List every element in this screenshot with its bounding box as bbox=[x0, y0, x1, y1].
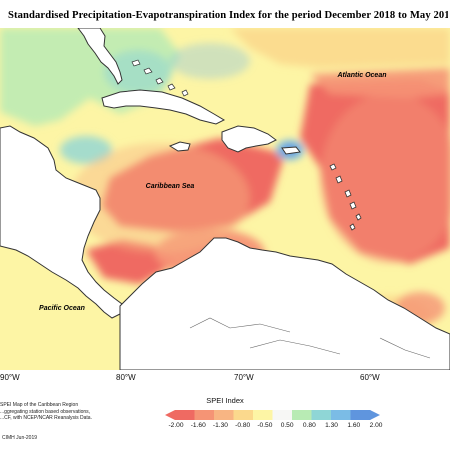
legend-swatch bbox=[194, 410, 215, 420]
hispaniola bbox=[221, 125, 277, 153]
legend-swatch bbox=[233, 410, 254, 420]
tick-90w: 90°W bbox=[0, 373, 20, 382]
legend-label: -0.80 bbox=[235, 422, 251, 429]
legend: SPEI Index -2.00 -1.60 -1.30 -0.80 -0.50 0.50… bbox=[0, 396, 450, 436]
spei-fields bbox=[0, 28, 450, 340]
puerto-rico bbox=[281, 146, 301, 155]
central-america bbox=[0, 125, 123, 319]
bahamas bbox=[131, 59, 189, 97]
legend-swatch bbox=[253, 410, 273, 420]
map-notes: SPEI Map of the Caribbean Region ...ggre… bbox=[0, 402, 120, 422]
credit-text: CIMH Jun-2019 bbox=[2, 435, 38, 441]
south-america bbox=[119, 237, 450, 371]
legend-label: -0.50 bbox=[257, 422, 273, 429]
legend-label: 1.60 bbox=[347, 422, 361, 429]
legend-swatch bbox=[350, 410, 371, 420]
land bbox=[0, 27, 450, 371]
map-title: Standardised Precipitation-Evapotranspir… bbox=[8, 10, 448, 21]
legend-swatch bbox=[311, 410, 332, 420]
legend-swatch bbox=[331, 410, 351, 420]
legend-label: 0.50 bbox=[280, 422, 294, 429]
note-line-3: ...CF, with NCEP/NCAR Reanalysis Data. bbox=[0, 415, 92, 422]
legend-title: SPEI Index bbox=[206, 396, 244, 405]
legend-label: 0.80 bbox=[302, 422, 316, 429]
legend-arrow-left bbox=[165, 410, 175, 420]
note-line-1: SPEI Map of the Caribbean Region bbox=[0, 402, 79, 408]
rivers bbox=[189, 317, 431, 359]
legend-swatch bbox=[292, 410, 312, 420]
legend-label: -2.00 bbox=[168, 422, 184, 429]
cuba bbox=[101, 89, 226, 125]
legend-swatch bbox=[272, 410, 293, 420]
spei-map-svg: Atlantic Ocean Caribbean Sea Pacific Oce… bbox=[0, 27, 450, 371]
pacific-ocean-label: Pacific Ocean bbox=[39, 305, 85, 312]
legend-labels: -2.00 -1.60 -1.30 -0.80 -0.50 0.50 0.80 1.30 1.6… bbox=[168, 422, 382, 432]
legend-swatch bbox=[214, 410, 234, 420]
spei-map: Atlantic Ocean Caribbean Sea Pacific Oce… bbox=[0, 27, 450, 371]
lesser-antilles bbox=[329, 163, 362, 231]
tick-60w: 60°W bbox=[360, 373, 380, 382]
legend-arrow-right bbox=[370, 410, 380, 420]
note-line-2: ...ggregating station based observations… bbox=[0, 408, 91, 415]
legend-label: -1.60 bbox=[190, 422, 206, 429]
legend-label: -1.30 bbox=[212, 422, 228, 429]
legend-label: 1.30 bbox=[325, 422, 338, 429]
legend-colorbar bbox=[165, 410, 380, 420]
tick-70w: 70°W bbox=[234, 373, 254, 382]
tick-80w: 80°W bbox=[116, 373, 136, 382]
florida bbox=[77, 27, 123, 85]
atlantic-ocean-label: Atlantic Ocean bbox=[336, 72, 386, 79]
legend-swatch bbox=[175, 410, 195, 420]
longitude-axis: 90°W 80°W 70°W 60°W bbox=[0, 370, 450, 386]
caribbean-sea-label: Caribbean Sea bbox=[146, 183, 195, 190]
jamaica bbox=[168, 141, 191, 152]
legend-label: 2.00 bbox=[369, 422, 383, 429]
